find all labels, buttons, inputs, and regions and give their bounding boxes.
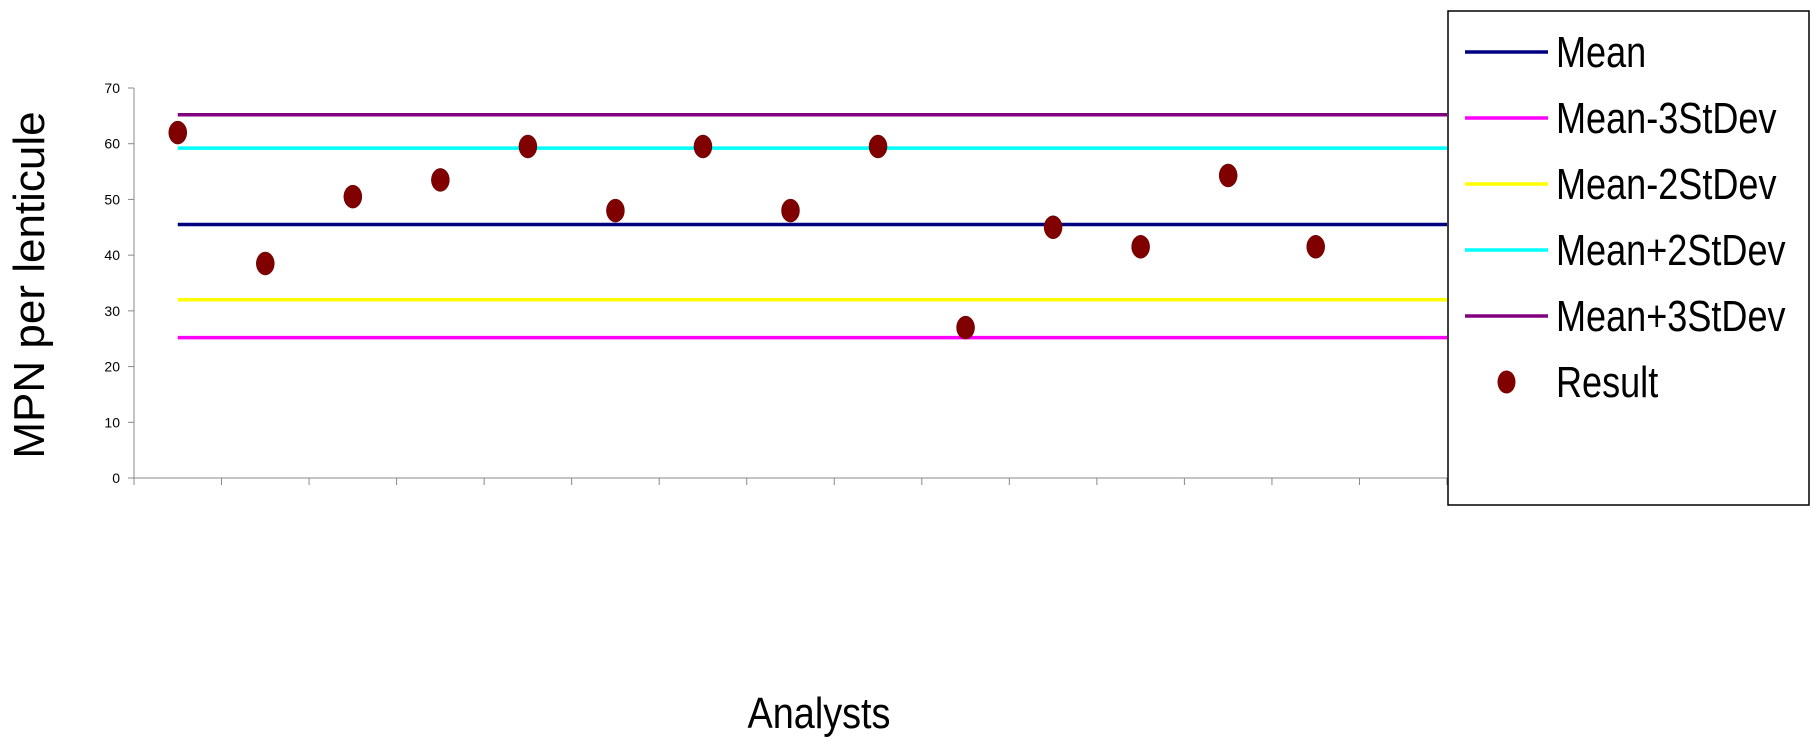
legend-label-mean-2stdev: Mean+2StDev — [1556, 226, 1786, 275]
y-tick-label: 0 — [112, 470, 120, 486]
result-point — [343, 184, 363, 209]
result-points — [168, 120, 1325, 340]
y-tick-label: 20 — [104, 359, 120, 375]
legend-box — [1447, 10, 1810, 506]
plot-area — [168, 112, 1447, 340]
y-axis-title: MPN per lenticule — [5, 111, 54, 458]
result-point — [1218, 163, 1238, 188]
y-tick-label: 10 — [104, 414, 120, 430]
legend-label-mean-3stdev: Mean+3StDev — [1556, 292, 1786, 341]
x-axis — [133, 477, 1448, 485]
legend-label-mean-2stdev: Mean-2StDev — [1556, 160, 1776, 209]
reference-lines — [177, 112, 1447, 340]
y-tick-label: 70 — [104, 80, 120, 96]
y-tick-label: 60 — [104, 136, 120, 152]
y-tick-label: 50 — [104, 191, 120, 207]
y-axis: 0 10 20 30 40 50 60 70 — [104, 80, 135, 486]
legend-swatch-result — [1497, 370, 1516, 394]
result-point — [693, 134, 713, 159]
x-axis-title: Analysts — [748, 688, 891, 737]
result-point — [431, 168, 450, 192]
result-point — [256, 251, 275, 276]
result-point — [168, 120, 188, 145]
result-point — [1306, 235, 1325, 259]
result-point — [781, 198, 800, 223]
legend-label-result: Result — [1556, 358, 1658, 407]
legend-label-mean: Mean — [1556, 28, 1646, 77]
result-point — [1131, 235, 1150, 259]
result-point — [1043, 215, 1063, 240]
result-point — [606, 198, 625, 223]
y-tick-label: 30 — [104, 303, 120, 319]
result-point — [956, 315, 975, 340]
result-point — [868, 134, 888, 159]
result-point — [518, 134, 538, 159]
legend: Mean Mean-3StDev Mean-2StDev Mean+2StDev Mea… — [1447, 10, 1810, 506]
y-tick-label: 40 — [104, 247, 120, 263]
legend-label-mean-3stdev: Mean-3StDev — [1556, 94, 1776, 143]
